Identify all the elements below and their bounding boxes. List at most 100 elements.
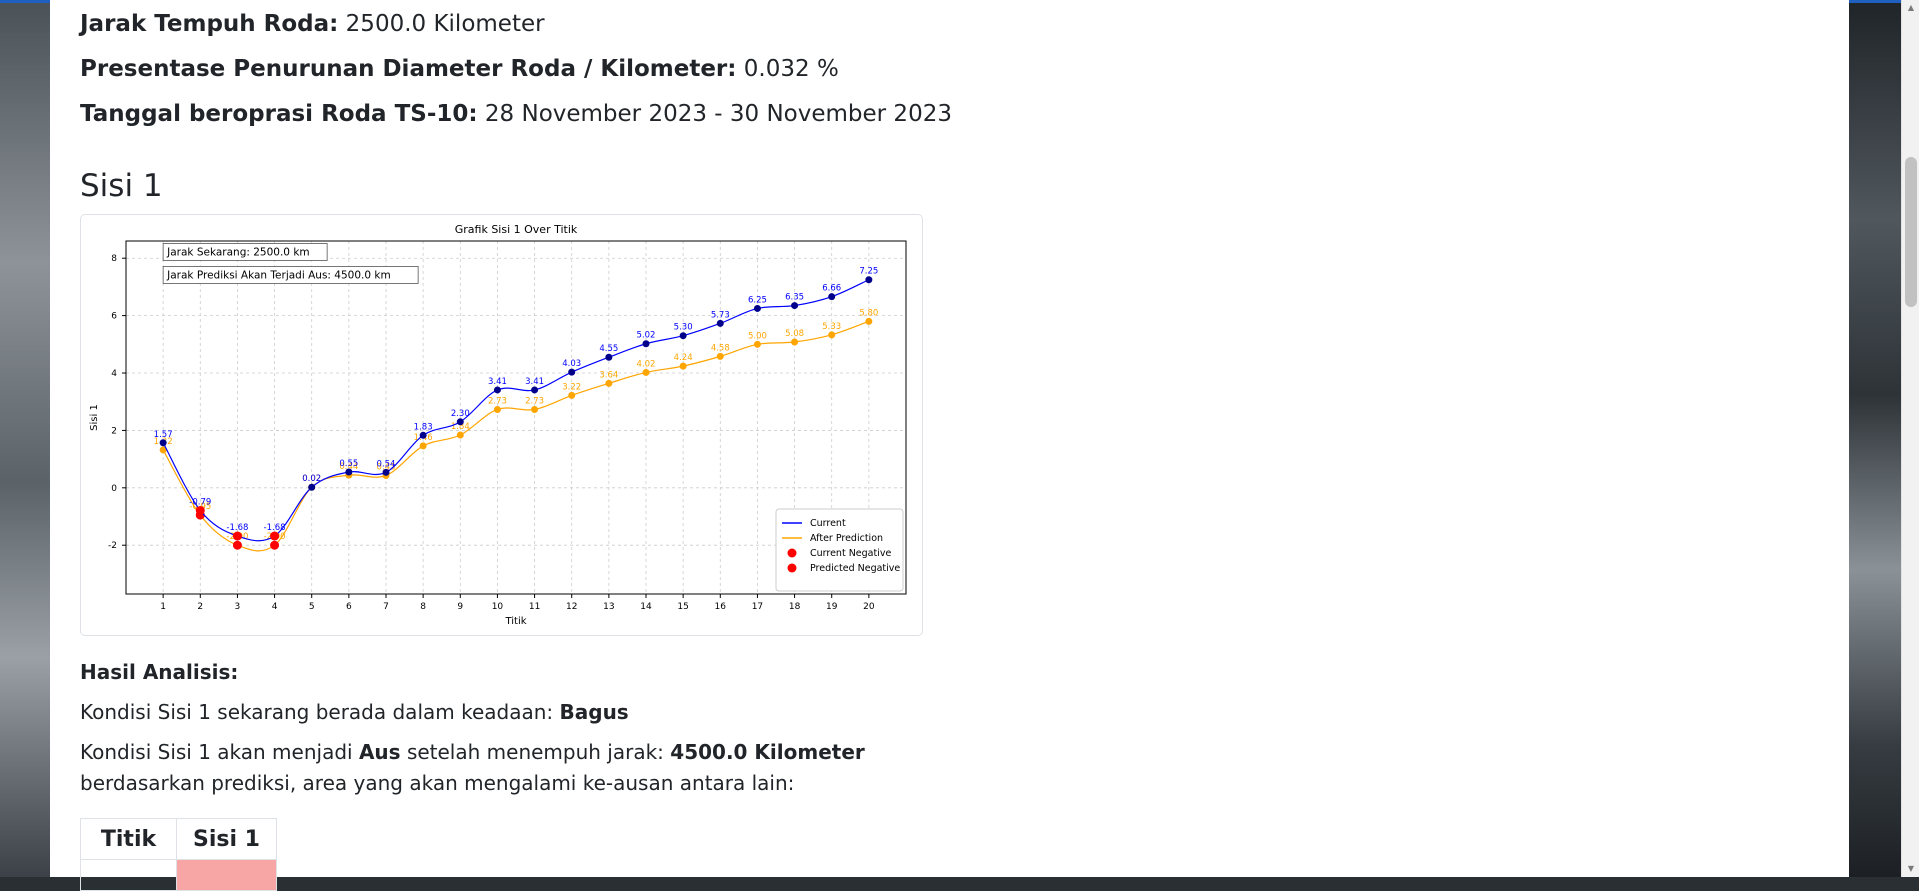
series-line-current <box>162 279 870 542</box>
x-tick-label: 20 <box>863 602 875 612</box>
x-tick-label: 8 <box>420 602 426 612</box>
date-value: 28 November 2023 - 30 November 2023 <box>484 101 952 127</box>
x-tick-label: 2 <box>197 602 203 612</box>
annotation-current-distance: Jarak Sekarang: 2500.0 km <box>166 246 310 258</box>
chart-card: 1 2 3 4 5 6 7 8 9 10 11 12 13 14 15 16 17 18 19 20 -2 0 2 4 6 8 Gr… <box>80 214 923 636</box>
data-point <box>679 332 687 340</box>
negative-point <box>232 540 242 550</box>
reduction-label: Presentase Penurunan Diameter Roda / Kil… <box>80 56 737 82</box>
data-label: 3.41 <box>525 377 544 387</box>
scroll-thumb[interactable] <box>1905 157 1917 307</box>
data-point <box>456 431 464 439</box>
data-label: 4.55 <box>599 344 618 354</box>
data-point <box>159 446 167 454</box>
negative-point <box>270 531 280 541</box>
data-point <box>753 304 761 312</box>
y-tick-label: 2 <box>111 426 117 436</box>
negative-point <box>270 540 280 550</box>
distance-info: Jarak Tempuh Roda: 2500.0 Kilometer <box>80 11 545 37</box>
data-label: 5.02 <box>637 331 656 341</box>
scroll-up-arrow-icon[interactable]: ▲ <box>1907 3 1915 12</box>
legend-label: Current Negative <box>810 548 891 559</box>
data-point <box>568 368 576 376</box>
prediction-state: Aus <box>358 740 401 764</box>
condition-prefix: Kondisi Sisi 1 sekarang berada dalam kea… <box>80 700 554 724</box>
legend-swatch-dot <box>787 548 797 558</box>
data-point <box>568 391 576 399</box>
data-point <box>642 340 650 348</box>
data-label: -0.79 <box>189 497 211 507</box>
data-label: 0.44 <box>339 462 358 472</box>
data-point <box>605 353 613 361</box>
data-label: 0.02 <box>302 474 321 484</box>
data-label: 5.73 <box>711 310 730 320</box>
data-point <box>605 379 613 387</box>
prediction-distance: 4500.0 Kilometer <box>670 740 865 764</box>
data-point <box>493 386 501 394</box>
legend-label: After Prediction <box>810 533 883 544</box>
data-label: 4.24 <box>674 353 693 363</box>
data-point <box>419 431 427 439</box>
x-tick-label: 3 <box>235 602 241 612</box>
x-tick-label: 1 <box>160 602 166 612</box>
x-tick-label: 11 <box>529 602 540 612</box>
legend-box <box>775 508 904 592</box>
x-tick-label: 19 <box>826 602 838 612</box>
date-info: Tanggal beroprasi Roda TS-10: 28 Novembe… <box>80 101 952 127</box>
data-point <box>753 340 761 348</box>
data-point <box>865 317 873 325</box>
wear-table-header-sisi: Sisi 1 <box>176 818 277 860</box>
wear-table-header-titik: Titik <box>80 818 177 860</box>
reduction-value: 0.032 % <box>743 56 839 82</box>
x-tick-label: 16 <box>715 602 727 612</box>
x-tick-label: 4 <box>272 602 278 612</box>
data-label: 5.08 <box>785 329 804 339</box>
data-label: 5.80 <box>859 308 878 318</box>
background-image-left <box>0 0 50 877</box>
legend-label: Current <box>810 518 846 529</box>
x-tick-label: 12 <box>566 602 577 612</box>
data-point <box>493 405 501 413</box>
plot-frame <box>125 240 907 595</box>
data-label: 1.84 <box>451 422 470 432</box>
y-axis-label: Sisi 1 <box>89 404 100 431</box>
data-label: -1.68 <box>226 523 248 533</box>
table-cell-highlight <box>176 859 277 891</box>
x-tick-label: 15 <box>677 602 688 612</box>
y-tick-label: 6 <box>111 312 117 322</box>
data-point <box>865 276 873 284</box>
table-row <box>80 859 277 891</box>
prediction-line: Kondisi Sisi 1 akan menjadi Aus setelah … <box>80 740 865 764</box>
analysis-heading: Hasil Analisis: <box>80 660 239 684</box>
y-tick-label: -2 <box>108 541 117 551</box>
data-point <box>642 368 650 376</box>
page-scrollbar[interactable]: ▲ ▼ <box>1901 0 1919 877</box>
x-axis-label: Titik <box>504 616 526 627</box>
x-tick-label: 18 <box>789 602 801 612</box>
data-point <box>828 331 836 339</box>
data-label: 3.41 <box>488 377 507 387</box>
wear-table: Titik Sisi 1 <box>80 818 277 891</box>
data-point <box>159 439 167 447</box>
scroll-down-arrow-icon[interactable]: ▼ <box>1907 864 1915 873</box>
data-point <box>791 338 799 346</box>
prediction-prefix: Kondisi Sisi 1 akan menjadi <box>80 740 353 764</box>
x-tick-label: 14 <box>640 602 652 612</box>
data-point <box>716 352 724 360</box>
annotation-predicted-distance: Jarak Prediksi Akan Terjadi Aus: 4500.0 … <box>166 269 391 281</box>
x-tick-label: 5 <box>309 602 315 612</box>
data-label: 5.30 <box>674 323 693 333</box>
data-label: 1.57 <box>154 430 173 440</box>
data-label: 3.22 <box>562 382 581 392</box>
negative-point <box>232 531 242 541</box>
main-content: Jarak Tempuh Roda: 2500.0 Kilometer Pres… <box>50 0 1849 891</box>
data-label: 0.54 <box>377 459 396 469</box>
chart-title: Grafik Sisi 1 Over Titik <box>455 223 578 236</box>
data-point <box>345 468 353 476</box>
data-label: 0.55 <box>339 459 358 469</box>
section-title: Sisi 1 <box>80 168 163 204</box>
series-line-prediction <box>162 320 870 552</box>
data-label: 5.00 <box>748 331 767 341</box>
data-label: 2.30 <box>451 409 470 419</box>
legend-swatch-dot <box>787 563 797 573</box>
